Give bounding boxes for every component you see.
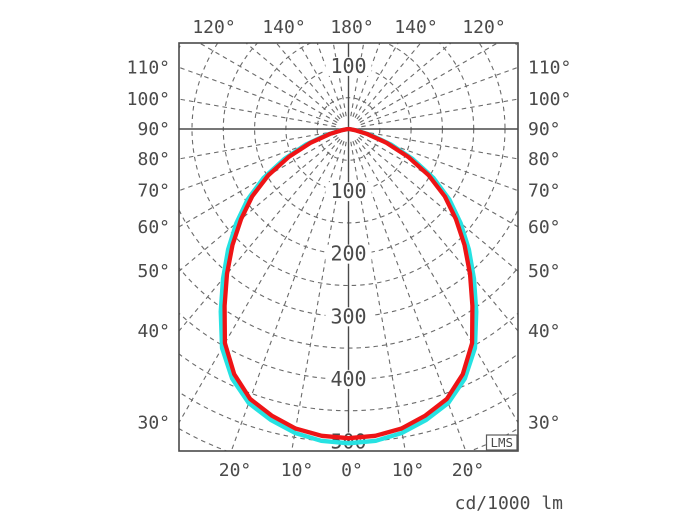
angle-label-right: 100°	[528, 89, 571, 110]
polar-grid-ray	[179, 140, 343, 424]
angle-label-bottom: 10°	[392, 460, 425, 481]
polar-grid-ray	[179, 130, 336, 160]
polar-grid-ray	[361, 98, 518, 128]
angle-label-left: 40°	[137, 321, 170, 342]
angle-label-bottom: 0°	[341, 460, 363, 481]
angle-label-right: 60°	[528, 217, 561, 238]
angle-label-left: 60°	[137, 217, 170, 238]
angle-label-left: 50°	[137, 261, 170, 282]
polar-grid-ray	[360, 66, 518, 126]
polar-grid-ray	[179, 138, 341, 332]
angle-label-top: 180°	[330, 17, 373, 38]
polar-grid-ray	[352, 43, 381, 117]
polar-grid-ray	[358, 136, 518, 272]
ring-label: 300	[330, 304, 366, 328]
angle-label-left: 90°	[137, 119, 170, 140]
ring-label-bg	[325, 307, 372, 327]
angle-label-top: 120°	[462, 17, 505, 38]
polar-grid-ray	[316, 43, 345, 117]
polar-grid-ray	[332, 43, 347, 117]
polar-grid-ray	[360, 132, 518, 192]
polar-grid-ray	[354, 140, 518, 424]
angle-label-top: 120°	[192, 17, 235, 38]
polar-grid-ray	[354, 43, 399, 118]
ring-label-bg	[325, 56, 372, 76]
polar-grid-ray	[350, 43, 365, 117]
intensity-curves	[218, 126, 479, 446]
angle-label-right: 70°	[528, 181, 561, 202]
angle-label-right: 80°	[528, 149, 561, 170]
ring-label-bg	[325, 244, 372, 264]
polar-grid-ray	[356, 138, 518, 332]
angle-label-right: 40°	[528, 321, 561, 342]
ring-label: 100	[330, 179, 366, 203]
polar-grid-ray	[230, 141, 345, 451]
polar-grid-ray	[198, 43, 338, 123]
watermark-box: LMS	[485, 434, 518, 451]
polar-grid-ray	[179, 132, 337, 192]
watermark-frame	[485, 434, 518, 451]
polar-grid-ray	[291, 141, 347, 451]
unit-label: cd/1000 lm	[455, 493, 563, 514]
ring-label-bg	[325, 182, 372, 202]
curve-c0-c180	[222, 126, 475, 441]
polar-grid-ray	[358, 43, 452, 122]
angle-label-left: 70°	[137, 181, 170, 202]
angle-label-left: 30°	[137, 413, 170, 434]
angle-label-right: 110°	[528, 57, 571, 78]
polar-grid-ray	[245, 43, 339, 122]
polar-grid-ray	[361, 130, 518, 160]
ring-label: 400	[330, 367, 366, 391]
angle-labels: 120° 140° 180° 140° 120° 20° 10° 0° 10° 20° 110° 10…	[127, 17, 572, 481]
polar-grid-ray	[359, 43, 499, 123]
angle-label-bottom: 10°	[281, 460, 314, 481]
angle-label-top: 140°	[262, 17, 305, 38]
polar-grid-ray	[350, 141, 406, 451]
plot-border	[178, 42, 519, 452]
ring-label-bg	[325, 369, 372, 389]
polar-grid-ray	[298, 43, 343, 118]
curve-c90-c270	[218, 126, 479, 446]
polar-grid-ray	[179, 98, 336, 128]
polar-grid-ray	[179, 136, 339, 272]
angle-label-bottom: 20°	[452, 460, 485, 481]
watermark-label: LMS	[491, 435, 514, 450]
angle-label-right: 30°	[528, 413, 561, 434]
ring-label: 200	[330, 242, 366, 266]
angle-label-right: 50°	[528, 261, 561, 282]
angle-label-right: 90°	[528, 119, 561, 140]
polar-grid-ray	[275, 43, 341, 120]
angle-label-left: 100°	[127, 89, 170, 110]
angle-label-left: 80°	[137, 149, 170, 170]
angle-label-top: 140°	[394, 17, 437, 38]
polar-grid-ray	[352, 141, 467, 451]
polar-grid-ray	[179, 66, 337, 126]
angle-label-left: 110°	[127, 57, 170, 78]
polar-grid-ray	[356, 43, 422, 120]
angle-label-bottom: 20°	[219, 460, 252, 481]
ring-label: 100	[330, 54, 366, 78]
